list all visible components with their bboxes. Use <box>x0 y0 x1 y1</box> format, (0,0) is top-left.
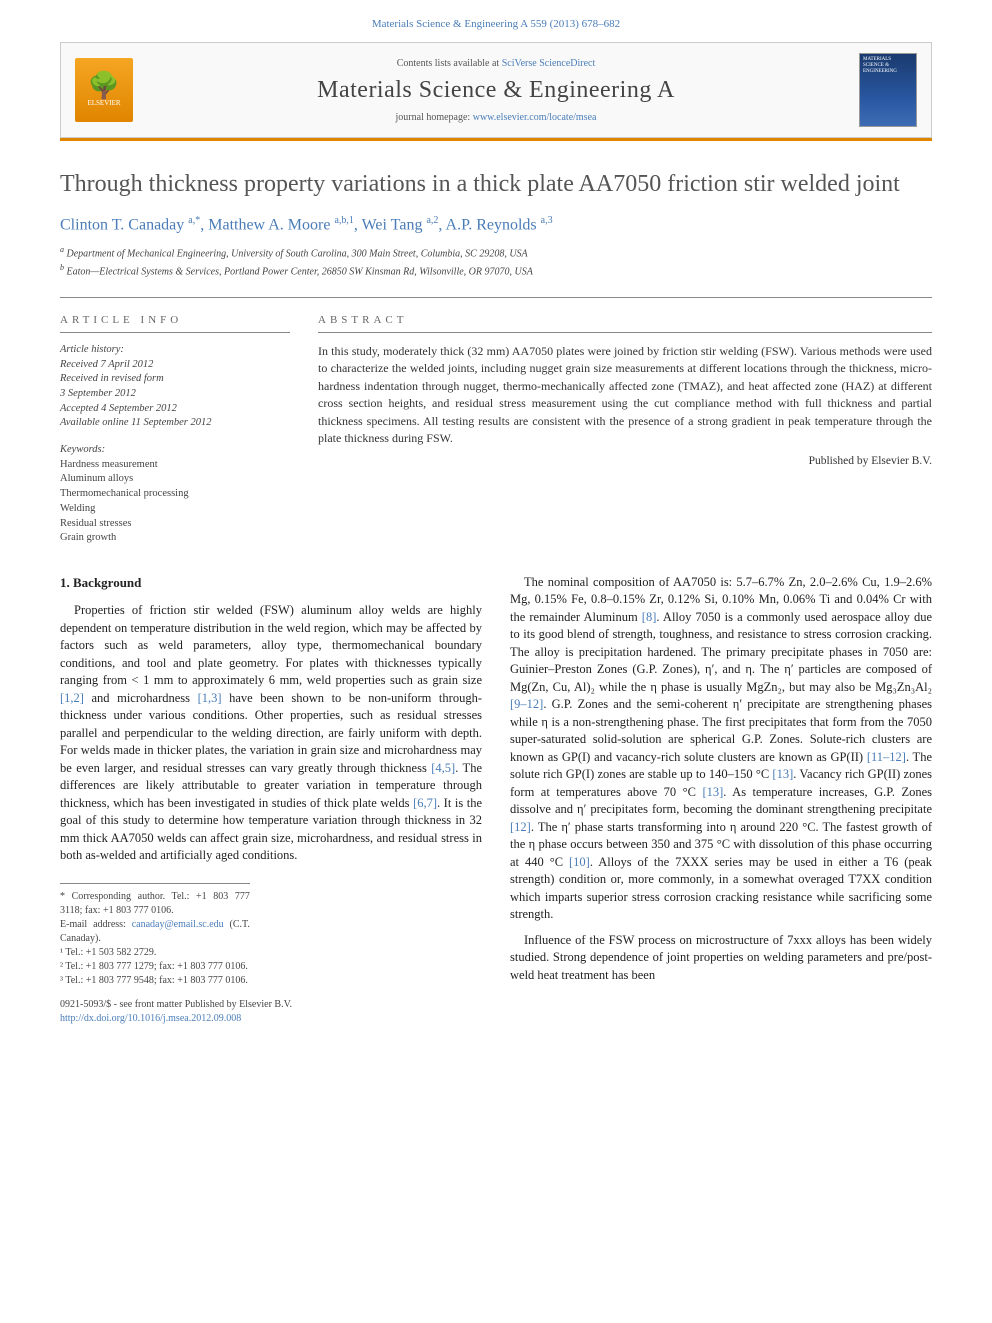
homepage-line: journal homepage: www.elsevier.com/locat… <box>147 112 845 123</box>
sciencedirect-link[interactable]: SciVerse ScienceDirect <box>502 58 596 69</box>
affiliation-b: Eaton—Electrical Systems & Services, Por… <box>67 266 533 277</box>
left-column: 1. Background Properties of friction sti… <box>60 574 482 1026</box>
right-column: The nominal composition of AA7050 is: 5.… <box>510 574 932 1026</box>
history-line: Accepted 4 September 2012 <box>60 402 290 417</box>
abstract-label: ABSTRACT <box>318 314 932 333</box>
footnote-2: ² Tel.: +1 803 777 1279; fax: +1 803 777… <box>60 960 250 974</box>
history-line: Received in revised form <box>60 372 290 387</box>
homepage-link[interactable]: www.elsevier.com/locate/msea <box>473 112 597 123</box>
keyword: Welding <box>60 502 290 517</box>
citation-link[interactable]: [8] <box>642 610 657 624</box>
email-label: E-mail address: <box>60 919 126 930</box>
contents-line: Contents lists available at SciVerse Sci… <box>147 58 845 69</box>
elsevier-logo: 🌳 ELSEVIER <box>75 58 133 122</box>
article-history: Article history: Received 7 April 2012 R… <box>60 343 290 431</box>
body-paragraph: The nominal composition of AA7050 is: 5.… <box>510 574 932 924</box>
keyword: Grain growth <box>60 531 290 546</box>
history-line: Received 7 April 2012 <box>60 358 290 373</box>
banner-center: Contents lists available at SciVerse Sci… <box>147 58 845 123</box>
contents-prefix: Contents lists available at <box>397 58 502 69</box>
article-title: Through thickness property variations in… <box>60 169 932 199</box>
footnote-1: ¹ Tel.: +1 503 582 2729. <box>60 946 250 960</box>
issn-line: 0921-5093/$ - see front matter Published… <box>60 998 482 1012</box>
body-columns: 1. Background Properties of friction sti… <box>60 574 932 1026</box>
affiliations: a Department of Mechanical Engineering, … <box>60 244 932 279</box>
citation-link[interactable]: [6,7] <box>413 796 437 810</box>
citation-link[interactable]: [13] <box>702 785 723 799</box>
citation-link[interactable]: [11–12] <box>867 750 906 764</box>
history-line: 3 September 2012 <box>60 387 290 402</box>
cover-text: MATERIALS SCIENCE & ENGINEERING <box>863 57 897 74</box>
author-list: Clinton T. Canaday a,*, Matthew A. Moore… <box>60 215 932 234</box>
journal-cover-thumb: MATERIALS SCIENCE & ENGINEERING <box>859 53 917 127</box>
citation-link[interactable]: [10] <box>569 855 590 869</box>
citation-link[interactable]: [12] <box>510 820 531 834</box>
abstract-text: In this study, moderately thick (32 mm) … <box>318 343 932 447</box>
citation-link[interactable]: [13] <box>772 767 793 781</box>
history-head: Article history: <box>60 343 290 358</box>
info-abstract-row: ARTICLE INFO Article history: Received 7… <box>60 297 932 546</box>
article-body: Through thickness property variations in… <box>0 141 992 1046</box>
keywords-head: Keywords: <box>60 443 290 458</box>
affiliation-a: Department of Mechanical Engineering, Un… <box>67 249 528 260</box>
keyword: Aluminum alloys <box>60 472 290 487</box>
citation-link[interactable]: [4,5] <box>431 761 455 775</box>
corresponding-author: * Corresponding author. Tel.: +1 803 777… <box>60 890 250 918</box>
section-heading: 1. Background <box>60 574 482 592</box>
footer-meta: 0921-5093/$ - see front matter Published… <box>60 998 482 1026</box>
email-line: E-mail address: canaday@email.sc.edu (C.… <box>60 918 250 946</box>
doi-link[interactable]: http://dx.doi.org/10.1016/j.msea.2012.09… <box>60 1013 241 1024</box>
author-email-link[interactable]: canaday@email.sc.edu <box>132 919 224 930</box>
citation-link[interactable]: [9–12] <box>510 697 543 711</box>
keywords-block: Keywords: Hardness measurement Aluminum … <box>60 443 290 546</box>
citation-link[interactable]: [1,3] <box>198 691 222 705</box>
article-info-column: ARTICLE INFO Article history: Received 7… <box>60 314 290 546</box>
footnotes: * Corresponding author. Tel.: +1 803 777… <box>60 883 250 988</box>
homepage-prefix: journal homepage: <box>396 112 473 123</box>
running-header-link[interactable]: Materials Science & Engineering A 559 (2… <box>372 18 620 30</box>
journal-banner: 🌳 ELSEVIER Contents lists available at S… <box>60 42 932 138</box>
footnote-3: ³ Tel.: +1 803 777 9548; fax: +1 803 777… <box>60 974 250 988</box>
elsevier-label: ELSEVIER <box>87 99 120 107</box>
keyword: Residual stresses <box>60 517 290 532</box>
body-paragraph: Influence of the FSW process on microstr… <box>510 932 932 985</box>
history-line: Available online 11 September 2012 <box>60 416 290 431</box>
published-by: Published by Elsevier B.V. <box>318 455 932 467</box>
keyword: Thermomechanical processing <box>60 487 290 502</box>
journal-name: Materials Science & Engineering A <box>147 77 845 104</box>
running-header: Materials Science & Engineering A 559 (2… <box>0 0 992 36</box>
body-paragraph: Properties of friction stir welded (FSW)… <box>60 602 482 865</box>
keyword: Hardness measurement <box>60 458 290 473</box>
citation-link[interactable]: [1,2] <box>60 691 84 705</box>
abstract-column: ABSTRACT In this study, moderately thick… <box>318 314 932 546</box>
article-info-label: ARTICLE INFO <box>60 314 290 333</box>
elsevier-tree-icon: 🌳 <box>88 73 120 99</box>
